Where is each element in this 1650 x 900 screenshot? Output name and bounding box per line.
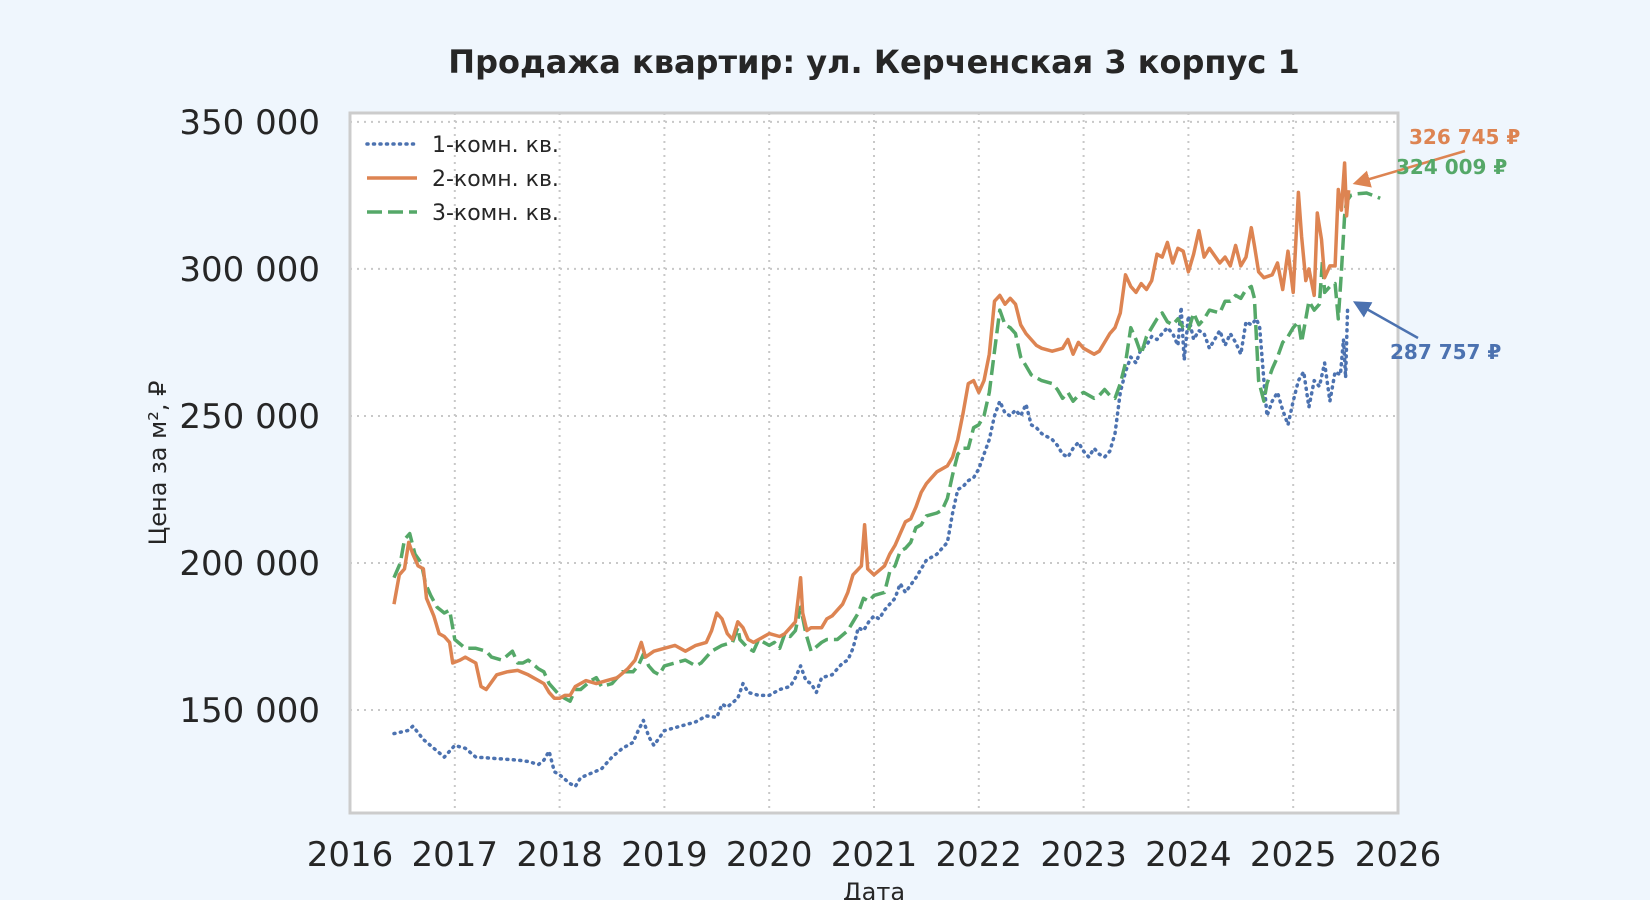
x-tick-label: 2021 (831, 835, 918, 875)
legend-label: 2-комн. кв. (432, 167, 559, 192)
y-axis-label: Цена за м², ₽ (144, 381, 172, 546)
annotation-label: 326 745 ₽ (1409, 125, 1520, 149)
series-line-2-room (392, 161, 1351, 701)
y-tick-label: 150 000 (179, 691, 320, 731)
x-tick-label: 2020 (726, 835, 813, 875)
legend: 1-комн. кв. 2-комн. кв. 3-комн. кв. (365, 133, 559, 226)
x-tick-label: 2022 (936, 835, 1023, 875)
annotation-arrow (1352, 301, 1419, 340)
annotation-label: 287 757 ₽ (1390, 340, 1501, 364)
x-tick-label: 2017 (412, 835, 499, 875)
y-tick-label: 250 000 (179, 397, 320, 437)
legend-label: 1-комн. кв. (432, 133, 559, 158)
x-tick-label: 2019 (621, 835, 708, 875)
x-tick-labels: 2016 2017 2018 2019 2020 2021 2022 2023 2024 2025… (307, 835, 1442, 875)
chart-title: Продажа квартир: ул. Керченская 3 корпус… (448, 43, 1299, 81)
x-tick-label: 2024 (1145, 835, 1232, 875)
x-tick-label: 2016 (307, 835, 394, 875)
annotation-label: 324 009 ₽ (1396, 155, 1507, 179)
y-tick-label: 200 000 (179, 544, 320, 584)
x-tick-label: 2018 (516, 835, 603, 875)
x-tick-label: 2023 (1040, 835, 1127, 875)
x-tick-label: 2025 (1250, 835, 1337, 875)
series-line-3-room (392, 191, 1381, 703)
series-layer (392, 161, 1381, 789)
x-axis-label: Дата (843, 878, 905, 900)
annotations: 326 745 ₽ 324 009 ₽ 287 757 ₽ (1352, 125, 1520, 364)
series-line-1-room (392, 303, 1350, 789)
x-tick-label: 2026 (1355, 835, 1442, 875)
legend-label: 3-комн. кв. (432, 201, 559, 226)
plot-frame (348, 111, 1400, 815)
y-tick-labels: 150 000 200 000 250 000 300 000 350 000 (179, 103, 320, 731)
y-tick-label: 350 000 (179, 103, 320, 143)
annotation-arrow (1352, 149, 1466, 188)
y-tick-label: 300 000 (179, 250, 320, 290)
